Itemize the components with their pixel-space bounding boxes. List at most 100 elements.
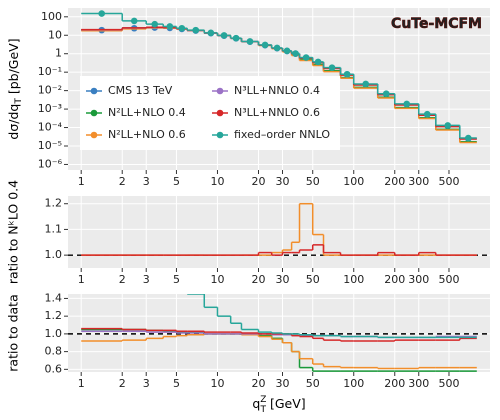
x-tick-label: 10 xyxy=(210,273,224,286)
data-point xyxy=(328,64,336,71)
legend-label: N³LL+NNLO 0.4 xyxy=(234,84,320,97)
legend-label: fixed–order NNLO xyxy=(234,128,330,141)
data-point xyxy=(302,54,310,61)
data-point xyxy=(314,58,322,66)
y-tick-label: 10⁻⁴ xyxy=(38,121,63,134)
legend-marker xyxy=(90,109,98,117)
y-tick-label: 0.8 xyxy=(45,345,63,358)
plot-area xyxy=(68,202,490,256)
y-tick-label: 1 xyxy=(55,47,62,60)
y-tick-label: 1.1 xyxy=(45,222,63,235)
data-point xyxy=(273,44,281,52)
data-point xyxy=(246,38,254,45)
x-tick-label: 100 xyxy=(343,175,364,188)
x-tick-label: 50 xyxy=(306,175,320,188)
x-tick-label: 30 xyxy=(275,273,289,286)
label-sub: T xyxy=(259,405,266,415)
x-tick-label: 2 xyxy=(119,377,126,390)
y-axis-label: ratio to data xyxy=(6,294,21,371)
x-tick-label: 3 xyxy=(143,273,150,286)
x-tick-label: 500 xyxy=(438,273,459,286)
x-tick-label: 300 xyxy=(408,175,429,188)
data-point xyxy=(178,24,186,32)
y-axis-label: ratio to NᵏLO 0.4 xyxy=(6,180,21,284)
x-tick-label: 100 xyxy=(343,377,364,390)
y-tick-label: 100 xyxy=(41,10,62,23)
x-tick-label: 3 xyxy=(143,175,150,188)
data-point xyxy=(403,100,411,108)
panel-background xyxy=(68,196,490,268)
x-tick-label: 300 xyxy=(408,377,429,390)
legend-label: N³LL+NNLO 0.6 xyxy=(234,106,320,119)
legend-marker xyxy=(216,109,224,117)
x-tick-label: 200 xyxy=(384,273,405,286)
x-tick-label: 1 xyxy=(78,273,85,286)
data-point xyxy=(362,80,370,88)
data-point xyxy=(464,134,472,142)
x-tick-label: 30 xyxy=(275,175,289,188)
data-point xyxy=(423,110,431,118)
x-tick-label: 500 xyxy=(438,175,459,188)
y-tick-label: 1.2 xyxy=(45,197,63,210)
label-unit: [pb/GeV] xyxy=(6,38,21,98)
x-tick-label: 500 xyxy=(438,377,459,390)
y-tick-label: 1.0 xyxy=(45,248,63,261)
legend-label: N²LL+NLO 0.6 xyxy=(108,128,186,141)
x-tick-label: 20 xyxy=(251,175,265,188)
data-point xyxy=(283,47,291,55)
label-unit: [GeV] xyxy=(266,396,306,411)
y-tick-label: 10⁻⁶ xyxy=(38,157,63,170)
legend-marker xyxy=(216,131,224,139)
label-sup: Z xyxy=(260,395,266,405)
step-riser xyxy=(121,13,461,139)
y-axis-label: dσ/dqT [pb/GeV] xyxy=(6,38,24,139)
data-point xyxy=(382,90,390,98)
legend-label: CMS 13 TeV xyxy=(108,84,173,97)
y-tick-label: 10⁻³ xyxy=(38,102,62,115)
label-main: dσ/dq xyxy=(6,104,21,140)
x-tick-label: 200 xyxy=(384,377,405,390)
y-tick-label: 10⁻⁵ xyxy=(38,139,62,152)
data-point xyxy=(261,41,269,49)
y-tick-label: 1.4 xyxy=(45,291,63,304)
x-tick-label: 10 xyxy=(210,175,224,188)
x-tick-label: 2 xyxy=(119,273,126,286)
data-point xyxy=(166,23,174,30)
data-point xyxy=(98,10,106,17)
x-tick-label: 5 xyxy=(173,377,180,390)
legend-box xyxy=(80,76,340,150)
data-point xyxy=(151,20,159,28)
data-point xyxy=(444,122,452,129)
x-tick-label: 1 xyxy=(78,175,85,188)
data-point xyxy=(220,32,228,39)
x-tick-label: 300 xyxy=(408,273,429,286)
data-point xyxy=(130,17,138,25)
data-point xyxy=(207,29,215,37)
plot-area xyxy=(81,10,477,144)
data-point xyxy=(232,34,240,42)
y-tick-label: 1.2 xyxy=(45,309,63,322)
x-tick-label: 3 xyxy=(143,377,150,390)
x-tick-label: 5 xyxy=(173,175,180,188)
x-tick-label: 30 xyxy=(275,377,289,390)
y-tick-label: 0.6 xyxy=(45,362,63,375)
x-tick-label: 20 xyxy=(251,377,265,390)
legend-marker xyxy=(216,87,224,95)
data-point xyxy=(192,26,200,34)
y-tick-label: 10⁻² xyxy=(38,84,62,97)
annotation: CuTe-MCFM xyxy=(391,16,482,32)
label-sub: T xyxy=(14,98,24,105)
legend-marker xyxy=(90,131,98,139)
x-tick-label: 5 xyxy=(173,273,180,286)
legend-label: N²LL+NLO 0.4 xyxy=(108,106,186,119)
x-axis-label: qZ T [GeV] xyxy=(252,395,305,415)
x-tick-label: 50 xyxy=(306,273,320,286)
x-tick-label: 20 xyxy=(251,273,265,286)
x-tick-label: 200 xyxy=(384,175,405,188)
y-tick-label: 10 xyxy=(48,28,62,41)
x-tick-label: 50 xyxy=(306,377,320,390)
plot-area xyxy=(68,294,490,372)
x-tick-label: 1 xyxy=(78,377,85,390)
legend-marker xyxy=(90,87,98,95)
